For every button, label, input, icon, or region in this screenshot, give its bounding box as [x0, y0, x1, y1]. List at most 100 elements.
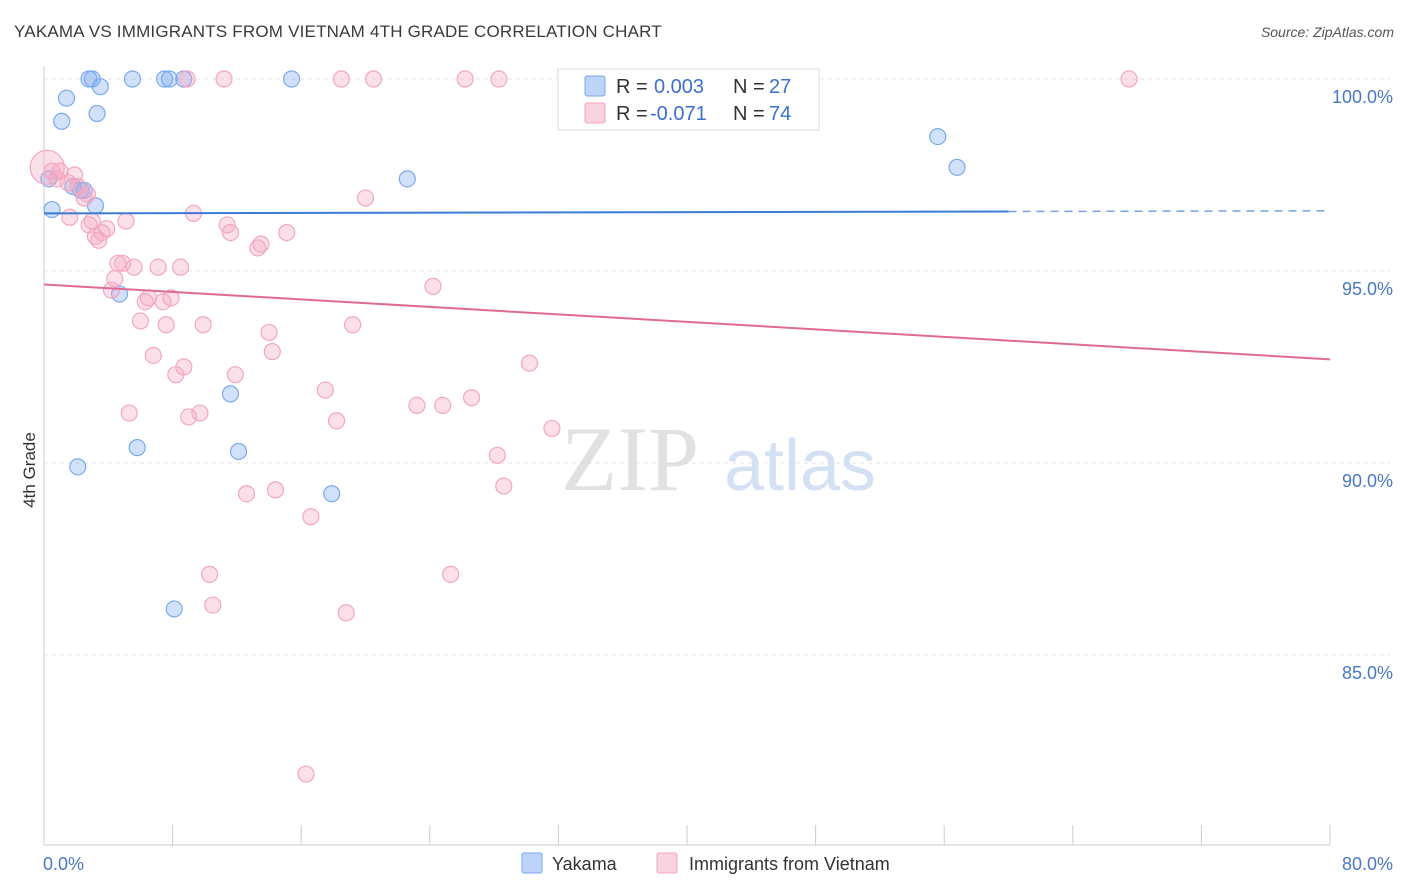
legend-n-value-yakama: 27: [769, 76, 791, 98]
point-s0-20: [221, 385, 240, 403]
trend-lines: [43, 210, 1331, 361]
stats-legend: R = 0.003 N = 27 R = -0.071 N = 74: [557, 68, 820, 131]
bottom-legend-label-yakama: Yakama: [552, 854, 618, 874]
point-s1-17: [117, 212, 135, 230]
tick-labels: 100.0% 95.0% 90.0% 85.0% 0.0% 80.0%: [43, 87, 1393, 874]
bottom-legend-label-vietnam: Immigrants from Vietnam: [689, 854, 890, 874]
point-s1-71: [29, 149, 65, 185]
point-s1-68: [543, 419, 561, 438]
chart-source: Source: ZipAtlas.com: [1260, 24, 1394, 40]
point-s0-21: [229, 442, 248, 461]
point-s1-27: [162, 289, 180, 307]
point-s1-24: [149, 258, 167, 276]
point-s0-11: [88, 104, 106, 123]
point-s0-23: [323, 485, 341, 503]
series-0-points: [40, 70, 966, 618]
point-s1-12: [98, 220, 116, 238]
point-s1-16: [114, 254, 132, 272]
point-s1-59: [424, 277, 442, 295]
trend-line-s1: [43, 283, 1331, 361]
trend-extension-s0: [1008, 210, 1331, 213]
point-s1-3: [61, 208, 79, 226]
legend-swatch-yakama: [584, 75, 606, 97]
point-s0-1: [43, 200, 61, 219]
x-tick-label-0: 0.0%: [43, 854, 84, 874]
point-s1-41: [226, 366, 244, 384]
point-s1-18: [120, 404, 138, 422]
legend-r-label-vietnam: R =: [616, 103, 648, 125]
series-1-points: [29, 70, 1138, 783]
point-s1-64: [488, 446, 506, 464]
point-s1-34: [191, 404, 209, 422]
point-s1-30: [175, 358, 193, 376]
data-points: [29, 70, 1138, 783]
point-s1-45: [260, 323, 278, 342]
y-axis-label: 4th Grade: [20, 432, 39, 508]
legend-r-value-vietnam: -0.071: [650, 103, 707, 125]
point-s1-23: [144, 346, 162, 365]
legend-r-label-yakama: R =: [616, 76, 648, 98]
point-s0-18: [165, 600, 183, 618]
point-s1-48: [278, 224, 296, 242]
watermark-atlas: atlas: [724, 426, 876, 506]
point-s0-14: [123, 70, 142, 88]
point-s1-42: [237, 485, 256, 503]
point-s1-58: [408, 396, 426, 414]
bottom-legend-swatch-yakama: [521, 852, 543, 874]
point-s1-60: [434, 396, 452, 414]
point-s1-29: [172, 258, 190, 276]
point-s1-19: [125, 258, 143, 276]
point-s1-53: [332, 70, 350, 88]
point-s1-47: [266, 481, 285, 499]
point-s1-61: [442, 565, 460, 583]
y-tick-label-0: 100.0%: [1332, 87, 1393, 107]
watermark-zip: ZIP: [561, 408, 699, 510]
point-s1-70: [1120, 70, 1138, 88]
point-s1-36: [200, 565, 219, 583]
point-s1-62: [456, 70, 474, 88]
point-s1-67: [520, 354, 539, 372]
grid-lines: [44, 78, 1390, 656]
point-s1-31: [178, 70, 196, 88]
point-s1-35: [194, 316, 212, 334]
point-s0-22: [282, 70, 301, 88]
point-s1-63: [462, 389, 481, 407]
x-tick-label-1: 80.0%: [1342, 854, 1393, 874]
point-s1-15: [109, 254, 127, 272]
point-s0-26: [948, 158, 966, 176]
point-s1-49: [297, 765, 315, 783]
point-s1-46: [263, 343, 281, 361]
point-s1-44: [252, 235, 270, 253]
point-s0-24: [398, 170, 416, 188]
point-s0-17: [160, 70, 178, 88]
point-s1-26: [157, 316, 175, 334]
point-s0-3: [57, 89, 76, 107]
point-s0-15: [128, 439, 146, 457]
point-s1-32: [180, 408, 198, 426]
series-legend: Yakama Immigrants from Vietnam: [521, 852, 890, 874]
legend-swatch-vietnam: [584, 102, 606, 124]
point-s1-50: [302, 508, 320, 526]
point-s0-5: [69, 458, 87, 476]
point-s1-73: [78, 185, 97, 203]
y-tick-label-2: 90.0%: [1342, 471, 1393, 491]
watermark: ZIP atlas: [561, 408, 876, 510]
legend-n-label-vietnam: N =: [733, 103, 765, 125]
point-s0-2: [53, 112, 71, 130]
point-s1-56: [356, 189, 375, 207]
point-s0-16: [155, 70, 174, 88]
point-s1-51: [316, 381, 334, 399]
chart-title: YAKAMA VS IMMIGRANTS FROM VIETNAM 4TH GR…: [14, 22, 662, 41]
point-s1-66: [495, 477, 513, 495]
point-s1-72: [48, 170, 66, 188]
point-s1-65: [490, 70, 508, 88]
legend-n-label-yakama: N =: [733, 76, 765, 98]
y-tick-label-1: 95.0%: [1342, 279, 1393, 299]
point-s1-37: [204, 596, 222, 614]
bottom-legend-swatch-vietnam: [656, 852, 678, 874]
point-s1-25: [154, 293, 172, 311]
point-s1-20: [131, 312, 150, 330]
point-s1-57: [364, 70, 383, 88]
legend-n-value-vietnam: 74: [769, 103, 791, 125]
point-s1-54: [337, 604, 355, 622]
